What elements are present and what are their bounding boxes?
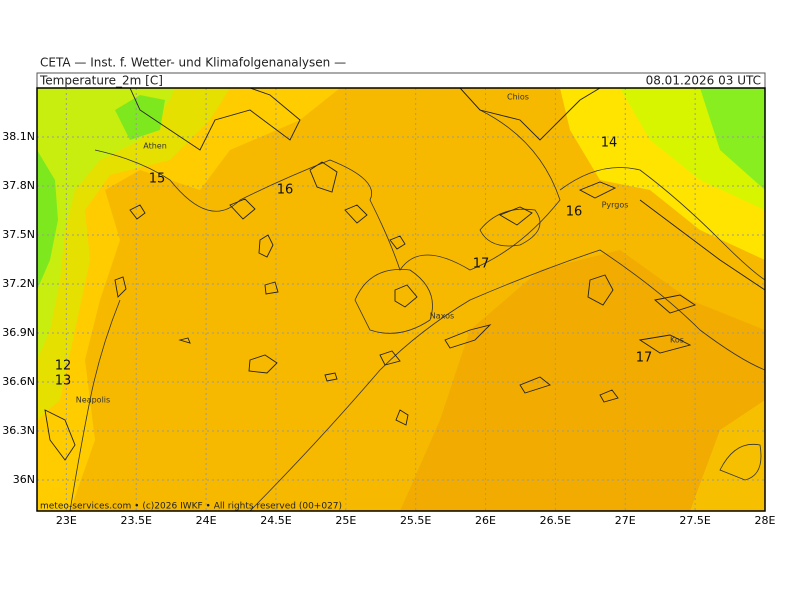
- contour-label: 12: [55, 359, 72, 374]
- contour-label: 17: [473, 257, 490, 272]
- lon-tick-label: 24E: [196, 514, 217, 527]
- lon-tick-label: 25.5E: [400, 514, 431, 527]
- coastline: [129, 88, 765, 291]
- temp-field-colder: [37, 88, 175, 360]
- contour-line: [249, 249, 765, 511]
- contour-line: [354, 268, 433, 334]
- temp-field-ne-coldest: [700, 88, 765, 190]
- lat-tick-label: 36N: [13, 473, 35, 486]
- contour-line: [559, 167, 765, 281]
- lon-tick-label: 26.5E: [540, 514, 571, 527]
- lon-tick-label: 26E: [475, 514, 496, 527]
- temp-field-se: [690, 400, 765, 511]
- contour-label: 14: [601, 136, 618, 151]
- contour-label: 17: [636, 351, 653, 366]
- lat-tick-label: 36.3N: [2, 424, 35, 437]
- contour-line: [719, 443, 762, 481]
- lon-tick-label: 24.5E: [260, 514, 291, 527]
- lat-tick-label: 37.2N: [2, 277, 35, 290]
- contour-line: [479, 208, 541, 247]
- contour-label: 15: [149, 172, 166, 187]
- lon-tick-label: 23E: [56, 514, 77, 527]
- temp-field-warm: [400, 250, 765, 511]
- place-name: Chios: [507, 93, 529, 102]
- field-name: Temperature_2m [C]: [39, 74, 163, 88]
- contour-label: 13: [55, 374, 72, 389]
- place-name: Kos: [670, 336, 684, 345]
- lon-tick-label: 27.5E: [679, 514, 710, 527]
- valid-time: 08.01.2026 03 UTC: [646, 74, 761, 88]
- lat-tick-label: 38.1N: [2, 130, 35, 143]
- lat-tick-label: 36.9N: [2, 326, 35, 339]
- lat-tick-label: 36.6N: [2, 375, 35, 388]
- footer: meteo-services.com • (c)2026 IWKF • All …: [40, 502, 342, 512]
- lon-tick-label: 28E: [755, 514, 776, 527]
- place-name: Athen: [143, 142, 167, 151]
- lon-tick-label: 23.5E: [120, 514, 151, 527]
- lon-tick-label: 25E: [335, 514, 356, 527]
- lon-tick-label: 27E: [615, 514, 636, 527]
- lat-tick-label: 37.8N: [2, 179, 35, 192]
- place-name: Pyrgos: [602, 201, 629, 210]
- grid: [37, 88, 765, 511]
- contour-line: [69, 299, 121, 511]
- header-title: CETA — Inst. f. Wetter- und Klimafolgena…: [40, 56, 346, 70]
- coastline: [44, 161, 697, 461]
- contour-label: 16: [566, 205, 583, 220]
- map-area: [37, 88, 765, 511]
- place-name: Neapolis: [76, 396, 110, 405]
- temp-field-coldest: [37, 95, 165, 290]
- contour-label: 16: [277, 183, 294, 198]
- place-name: Naxos: [430, 312, 454, 321]
- contour-line: [94, 88, 561, 271]
- lat-tick-label: 37.5N: [2, 228, 35, 241]
- map-frame: [36, 87, 766, 512]
